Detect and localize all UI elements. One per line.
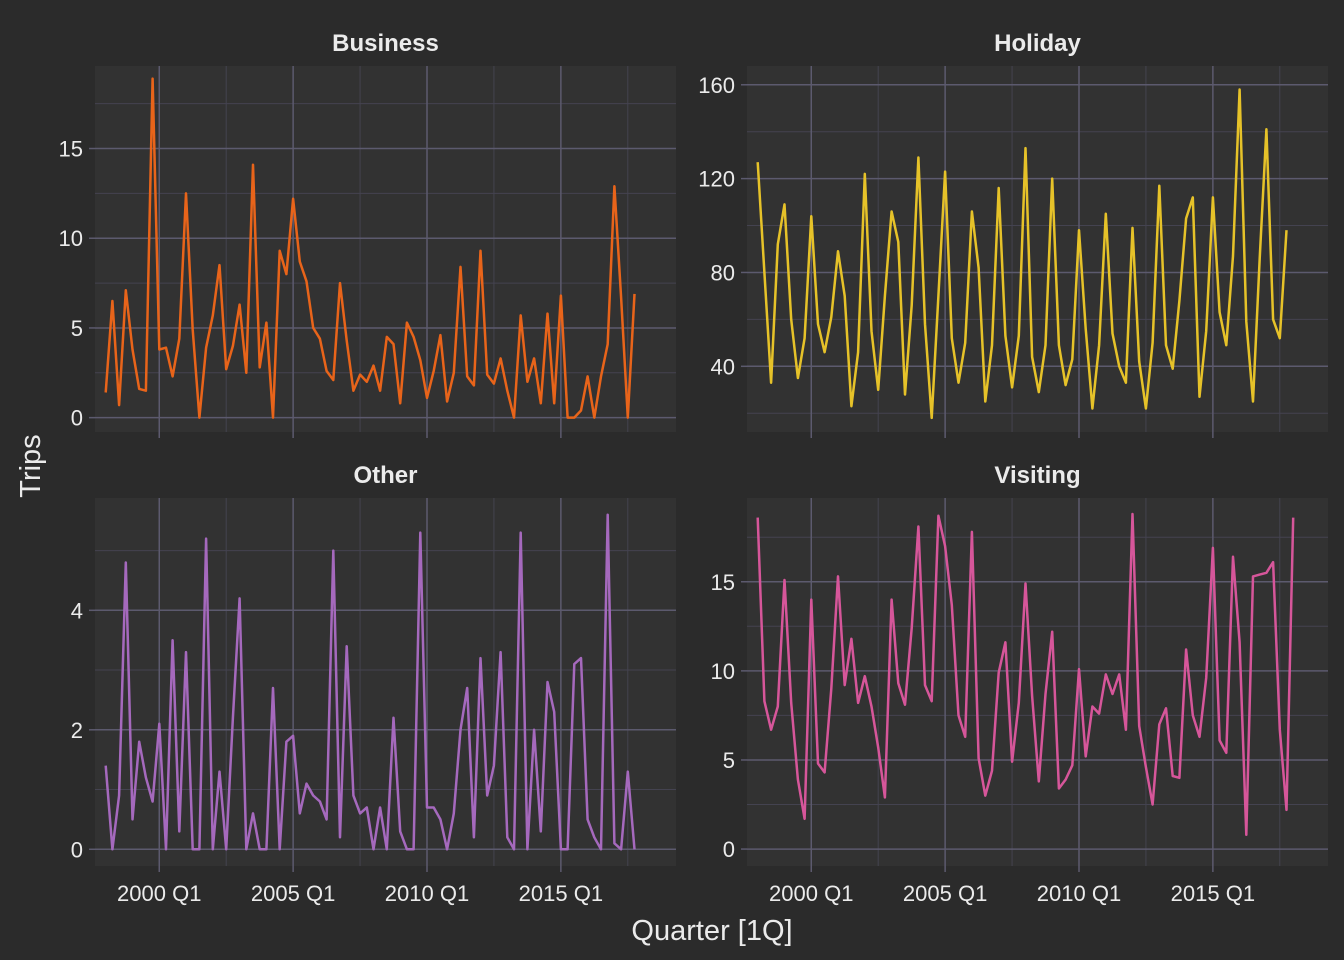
series-line-other xyxy=(104,513,636,851)
x-tick-label: 2005 Q1 xyxy=(903,881,987,906)
y-tick-label: 120 xyxy=(698,167,735,192)
y-tick-label: 15 xyxy=(59,137,83,162)
y-tick-label: 0 xyxy=(71,406,83,431)
y-tick-label: 2 xyxy=(71,718,83,743)
y-tick-label: 80 xyxy=(711,260,735,285)
panel-background xyxy=(747,66,1328,432)
series-line-business xyxy=(104,77,636,419)
y-tick-label: 40 xyxy=(711,354,735,379)
y-tick-label: 4 xyxy=(71,598,83,623)
y-tick-label: 15 xyxy=(711,570,735,595)
panel-visiting: 0 5 10 15 2000 Q1 2005 Q1 2010 Q1 2015 Q1 Visiti… xyxy=(711,462,1328,906)
facet-title-holiday: Holiday xyxy=(994,30,1081,57)
x-tick-label: 2015 Q1 xyxy=(519,881,603,906)
panel-background xyxy=(95,498,676,866)
facet-title-visiting: Visiting xyxy=(994,462,1080,489)
panel-business: 0 5 10 15 Business xyxy=(59,30,676,438)
x-tick-label: 2000 Q1 xyxy=(117,881,201,906)
panel-holiday: 40 80 120 160 Holiday xyxy=(698,30,1328,438)
series-line-visiting xyxy=(756,512,1295,837)
x-tick-label: 2005 Q1 xyxy=(251,881,335,906)
y-tick-label: 5 xyxy=(71,316,83,341)
x-tick-label: 2000 Q1 xyxy=(769,881,853,906)
facet-title-other: Other xyxy=(353,462,417,489)
panel-other: 0 2 4 2000 Q1 2005 Q1 2010 Q1 2015 Q1 Other xyxy=(71,462,676,906)
x-tick-label: 2015 Q1 xyxy=(1171,881,1255,906)
y-tick-label: 5 xyxy=(723,748,735,773)
x-tick-label: 2010 Q1 xyxy=(385,881,469,906)
y-tick-label: 160 xyxy=(698,73,735,98)
facet-title-business: Business xyxy=(332,30,439,57)
facet-panels: 0 5 10 15 Business 40 80 120 160 Holiday 0 2 4 2000 Q… xyxy=(59,30,1328,906)
x-tick-label: 2010 Q1 xyxy=(1037,881,1121,906)
panel-background xyxy=(95,66,676,432)
series-line-holiday xyxy=(756,88,1288,420)
y-tick-label: 10 xyxy=(711,659,735,684)
y-tick-label: 0 xyxy=(71,837,83,862)
y-tick-label: 0 xyxy=(723,837,735,862)
x-axis-title: Quarter [1Q] xyxy=(631,915,792,947)
y-axis-title: Trips xyxy=(15,434,47,497)
y-tick-label: 10 xyxy=(59,226,83,251)
